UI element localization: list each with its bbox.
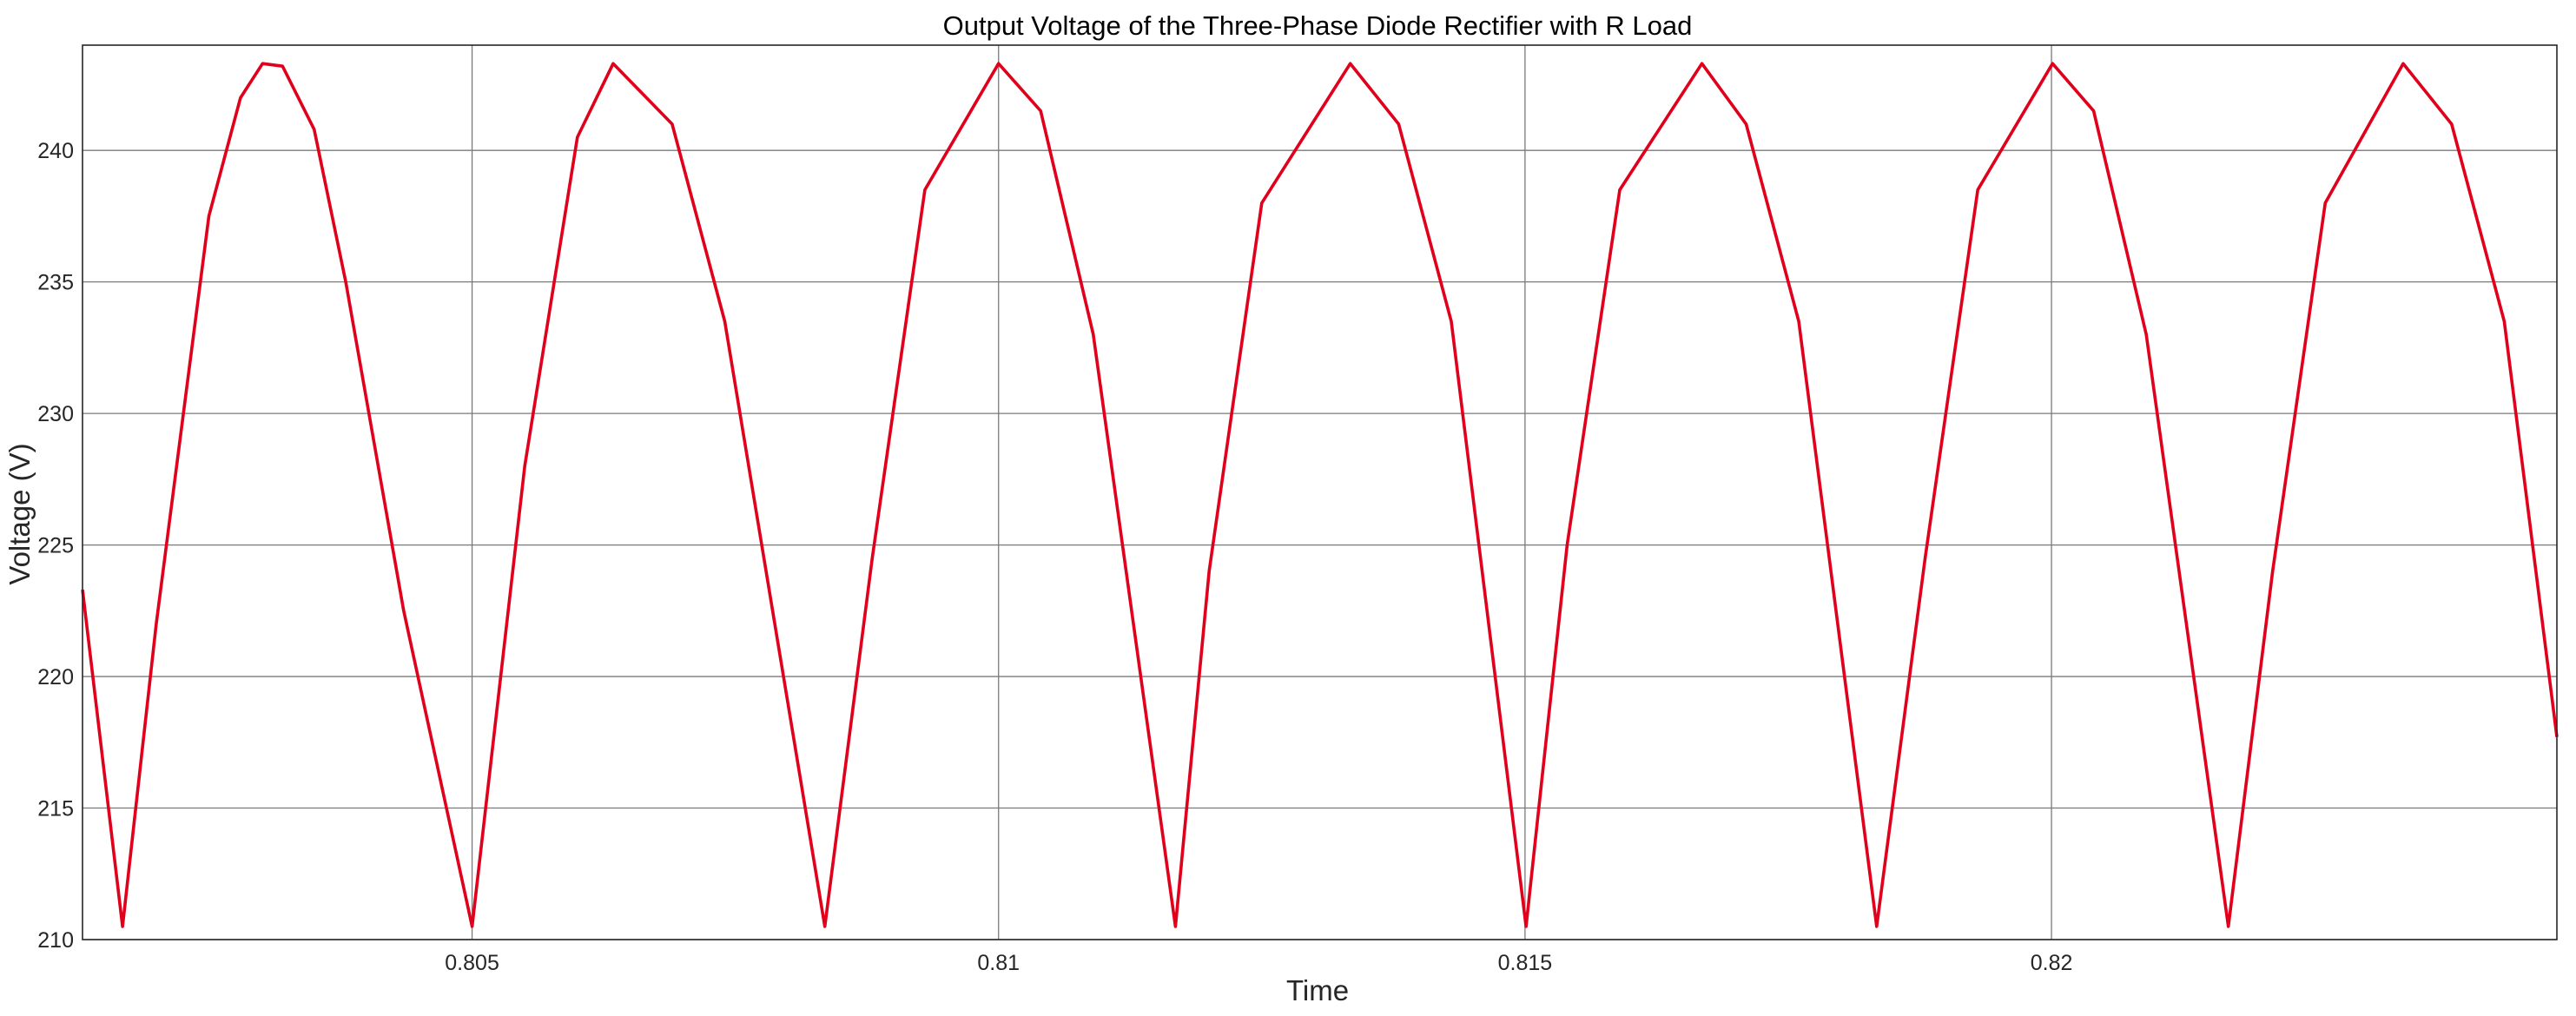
- y-tick-label: 220: [37, 665, 74, 689]
- y-tick-labels: 210 215 220 225 230 235 240: [37, 139, 74, 953]
- x-tick-label: 0.805: [445, 951, 499, 975]
- series-layer: [81, 62, 2559, 928]
- chart-title: Output Voltage of the Three-Phase Diode …: [943, 10, 1693, 41]
- y-tick-label: 225: [37, 534, 74, 558]
- x-tick-labels: 0.805 0.81 0.815 0.82: [445, 951, 2072, 975]
- x-axis-label: Time: [1286, 974, 1349, 1006]
- y-tick-label: 230: [37, 402, 74, 426]
- y-tick-label: 210: [37, 928, 74, 953]
- y-tick-label: 215: [37, 797, 74, 821]
- x-tick-label: 0.815: [1498, 951, 1553, 975]
- y-tick-label: 240: [37, 139, 74, 163]
- axes-frame: [82, 44, 2558, 940]
- x-tick-label: 0.81: [977, 951, 1020, 975]
- y-tick-label: 235: [37, 271, 74, 295]
- grid-lines: [83, 45, 2557, 940]
- y-axis-label: Voltage (V): [3, 443, 36, 584]
- voltage-series-line: [81, 62, 2559, 928]
- x-tick-label: 0.82: [2031, 951, 2073, 975]
